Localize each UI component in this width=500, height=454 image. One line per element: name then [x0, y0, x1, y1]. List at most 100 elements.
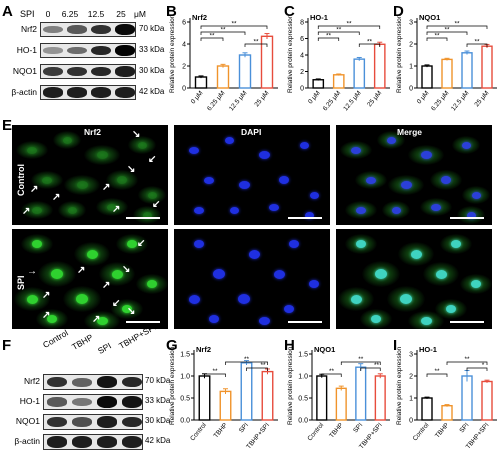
blot-strip [43, 414, 143, 430]
significance-label: ** [220, 27, 226, 34]
nucleus [229, 206, 239, 214]
blot-band [46, 436, 67, 448]
nucleus [142, 211, 152, 219]
y-axis-label: Relative protein expression [396, 14, 403, 93]
significance-label: ** [244, 356, 250, 363]
nucleus [248, 249, 260, 259]
bar [373, 43, 386, 89]
nucleus [356, 206, 366, 214]
x-tick-label: Control [306, 421, 325, 442]
chart-c: Relative protein expression HO-1 0 2 4 6 8 0 μM… [287, 13, 390, 113]
blot-strip [43, 434, 143, 450]
blot-band [67, 46, 87, 55]
bar [216, 65, 230, 89]
significance-label: ** [329, 368, 335, 375]
x-tick-label: SPI [238, 422, 250, 435]
x-tick-label: 12.5 μM [342, 90, 363, 113]
arrow-icon: ↗ [92, 314, 101, 325]
blot-band [67, 87, 87, 98]
blot-band [71, 436, 92, 448]
x-tick-label: 25 μM [366, 90, 383, 108]
blot-band [67, 66, 87, 77]
arrow-icon: ↗ [102, 280, 111, 291]
bar [312, 79, 325, 89]
nucleus [289, 240, 299, 248]
significance-bracket [466, 367, 488, 371]
nucleus [96, 151, 108, 159]
y-axis-label: Relative protein expression [287, 14, 294, 93]
nucleus [269, 203, 279, 211]
micrograph-spi-dapi [174, 229, 330, 329]
y-tick-label: 2 [409, 374, 413, 381]
blot-kda-label: 33 kDa [139, 45, 165, 54]
scale-bar [126, 217, 160, 219]
y-tick-label: 1.5 [298, 352, 308, 359]
nucleus [238, 294, 250, 304]
nucleus [111, 269, 123, 279]
significance-label: ** [434, 368, 440, 375]
chart-h: Relative protein expression NQO1 0.0 0.5 1.0… [287, 345, 390, 450]
significance-bracket [426, 373, 448, 377]
blot-band [115, 87, 135, 98]
arrow-icon: ↗ [42, 310, 51, 321]
significance-label: ** [464, 356, 470, 363]
blot-band [43, 87, 63, 98]
significance-label: ** [212, 368, 218, 375]
nucleus [147, 191, 157, 199]
scale-bar [126, 321, 160, 323]
nucleus [67, 206, 77, 214]
bar [240, 362, 253, 421]
bar [194, 76, 208, 89]
y-tick-label: 0 [409, 86, 413, 93]
significance-bracket [321, 373, 342, 377]
blot-row-label: HO-1 [16, 45, 37, 55]
y-tick-label: 1.0 [180, 374, 190, 381]
column-label-nrf2: Nrf2 [84, 127, 102, 137]
significance-bracket [340, 361, 381, 365]
x-tick-label: Control [412, 421, 431, 442]
blot-strip [40, 64, 136, 79]
nucleus [122, 305, 132, 313]
blot-band [46, 416, 67, 428]
significance-bracket [200, 31, 246, 35]
significance-bracket [426, 25, 488, 29]
x-tick-label: 6.25 μM [322, 90, 343, 113]
x-tick-label: Control [189, 421, 208, 442]
bar [461, 375, 473, 421]
arrow-icon: ↙ [152, 199, 161, 210]
nucleus [351, 146, 361, 154]
arrow-icon: ↘ [127, 306, 136, 317]
nucleus [400, 181, 412, 189]
blot-band [96, 436, 117, 448]
significance-label: ** [367, 39, 373, 46]
nucleus [76, 294, 88, 304]
bar [441, 405, 453, 421]
blot-band [43, 66, 63, 77]
nucleus [194, 240, 204, 248]
chart-b: Relative protein expression Nrf2 0 2 4 6 0 μM 6… [169, 13, 278, 112]
nucleus [309, 191, 319, 199]
nucleus [350, 294, 362, 304]
blot-kda-label: 70 kDa [145, 376, 171, 385]
condition-label: SPI [96, 340, 113, 356]
y-tick-label: 2 [182, 64, 186, 71]
significance-bracket [426, 31, 468, 35]
significance-label: ** [454, 21, 460, 28]
nucleus [471, 280, 481, 288]
arrow-icon: ↘ [132, 129, 141, 140]
nucleus [431, 203, 441, 211]
arrow-icon: → [27, 266, 37, 277]
condition-label: TBHP [70, 332, 95, 352]
nucleus [441, 176, 451, 184]
nucleus [188, 294, 200, 304]
significance-bracket [446, 361, 488, 365]
y-tick-label: 3 [409, 20, 413, 27]
y-axis-label: Relative protein expression [169, 346, 176, 425]
blot-band [115, 24, 135, 35]
blot-strip [43, 374, 143, 390]
bar [332, 74, 345, 89]
x-tick-label: SPI [458, 422, 470, 435]
nucleus [410, 249, 422, 259]
bar [355, 366, 367, 421]
nucleus [62, 136, 72, 144]
